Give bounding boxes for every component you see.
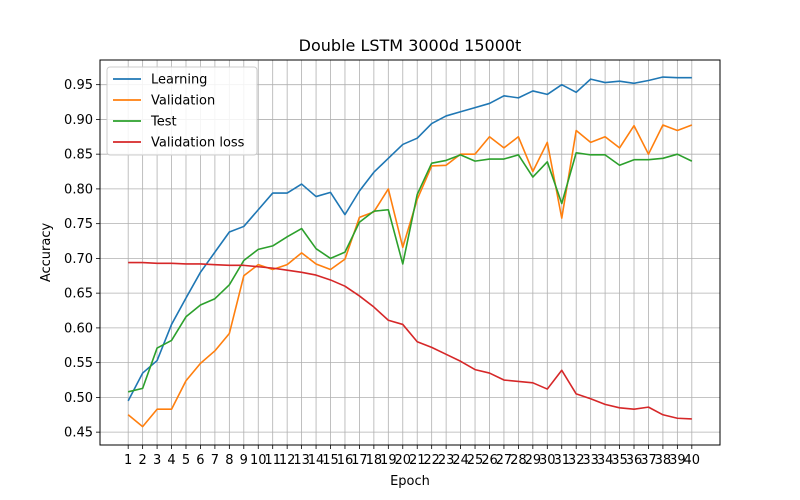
legend: Learning Validation Test Validation loss	[106, 66, 258, 156]
x-tick-label: 39	[669, 453, 686, 468]
x-tick-label: 22	[423, 453, 440, 468]
x-tick-label: 21	[409, 453, 426, 468]
x-tick-label: 25	[467, 453, 484, 468]
x-tick-label: 15	[322, 453, 339, 468]
y-tick-label: 0.85	[64, 148, 93, 163]
x-tick-label: 40	[684, 453, 701, 468]
x-tick-label: 27	[496, 453, 513, 468]
x-tick-label: 6	[196, 453, 204, 468]
y-axis-ticks: 0.45 0.50 0.55 0.60 0.65 0.70 0.75 0.80 0.85 0.90…	[64, 78, 100, 441]
x-tick-label: 26	[481, 453, 498, 468]
x-tick-label: 23	[438, 453, 455, 468]
legend-label: Test	[150, 115, 177, 130]
plot-area-frame	[99, 59, 721, 446]
x-tick-label: 7	[211, 453, 219, 468]
x-tick-label: 2	[138, 453, 146, 468]
y-tick-label: 0.65	[64, 287, 93, 302]
x-tick-label: 38	[655, 453, 672, 468]
y-tick-label: 0.95	[64, 78, 93, 93]
x-tick-label: 37	[640, 453, 657, 468]
x-tick-label: 3	[153, 453, 161, 468]
x-tick-label: 9	[240, 453, 248, 468]
x-tick-label: 17	[351, 453, 368, 468]
x-tick-label: 20	[395, 453, 412, 468]
y-tick-label: 0.90	[64, 113, 93, 128]
y-tick-label: 0.80	[64, 182, 93, 197]
series-line-test	[127, 151, 693, 393]
x-tick-label: 32	[568, 453, 585, 468]
y-tick-label: 0.45	[64, 426, 93, 441]
series-line-validation-loss	[128, 261, 692, 420]
legend-label: Validation	[151, 94, 215, 109]
x-tick-label: 19	[380, 453, 397, 468]
series-lines	[127, 76, 693, 428]
x-tick-label: 29	[525, 453, 542, 468]
x-axis-ticks: 1 2 3 4 5 6 7 8 9 1011121314151617181920212223242…	[124, 445, 700, 468]
x-tick-label: 1	[124, 453, 132, 468]
y-axis-label: Accuracy	[39, 223, 54, 283]
legend-label: Learning	[151, 73, 207, 88]
x-tick-label: 34	[597, 453, 614, 468]
x-tick-label: 11	[264, 453, 281, 468]
series-line-learning	[127, 76, 692, 402]
x-tick-label: 24	[452, 453, 469, 468]
x-tick-label: 16	[337, 453, 354, 468]
y-tick-label: 0.70	[64, 252, 93, 267]
y-tick-label: 0.55	[64, 356, 93, 371]
x-tick-label: 10	[250, 453, 267, 468]
x-tick-label: 12	[279, 453, 296, 468]
x-tick-label: 4	[167, 453, 175, 468]
x-tick-label: 31	[553, 453, 570, 468]
x-tick-label: 8	[225, 453, 233, 468]
x-tick-label: 13	[293, 453, 310, 468]
x-tick-label: 5	[182, 453, 190, 468]
x-tick-label: 28	[510, 453, 527, 468]
legend-label: Validation loss	[151, 136, 245, 151]
x-tick-label: 33	[582, 453, 599, 468]
series-line-validation	[127, 124, 693, 428]
x-axis-label: Epoch	[390, 474, 430, 489]
x-tick-label: 14	[308, 453, 325, 468]
y-tick-label: 0.75	[64, 217, 93, 232]
x-tick-label: 36	[626, 453, 643, 468]
y-tick-label: 0.50	[64, 391, 93, 406]
chart-title: Double LSTM 3000d 15000t	[299, 36, 522, 55]
x-tick-label: 35	[611, 453, 628, 468]
y-tick-label: 0.60	[64, 321, 93, 336]
legend-box	[106, 66, 258, 156]
x-tick-label: 30	[539, 453, 556, 468]
x-tick-label: 18	[366, 453, 383, 468]
